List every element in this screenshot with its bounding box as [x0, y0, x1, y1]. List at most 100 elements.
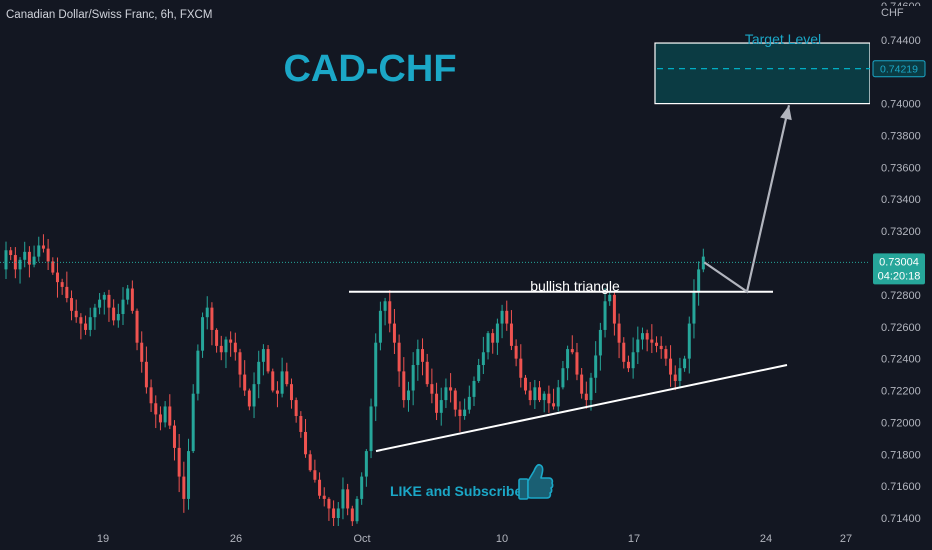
candle[interactable]	[444, 378, 448, 409]
candle[interactable]	[247, 388, 251, 411]
candle[interactable]	[509, 310, 513, 351]
candle[interactable]	[243, 360, 247, 396]
candle[interactable]	[650, 324, 654, 354]
candle[interactable]	[32, 245, 36, 268]
candle[interactable]	[669, 345, 673, 387]
candle[interactable]	[210, 302, 214, 346]
candle[interactable]	[233, 332, 237, 361]
candle[interactable]	[697, 261, 701, 306]
candle[interactable]	[580, 368, 584, 399]
candle[interactable]	[378, 301, 382, 351]
candle[interactable]	[640, 327, 644, 350]
candle[interactable]	[140, 331, 144, 373]
candle[interactable]	[84, 315, 88, 335]
candle[interactable]	[112, 299, 116, 326]
candle[interactable]	[88, 307, 92, 337]
candle[interactable]	[449, 373, 453, 403]
candle[interactable]	[421, 338, 425, 376]
candle[interactable]	[673, 365, 677, 391]
candle[interactable]	[392, 308, 396, 355]
candle[interactable]	[463, 398, 467, 420]
projection-arrow[interactable]	[703, 104, 791, 294]
candle[interactable]	[458, 401, 462, 432]
price-axis[interactable]: CHF 0.74600 0.744000.742000.740000.73800…	[870, 0, 932, 550]
candle[interactable]	[289, 378, 293, 409]
candle[interactable]	[589, 372, 593, 411]
candle[interactable]	[364, 449, 368, 487]
candle[interactable]	[397, 334, 401, 387]
candle[interactable]	[664, 345, 668, 366]
candle[interactable]	[261, 344, 265, 376]
candle[interactable]	[523, 374, 527, 395]
candle[interactable]	[154, 395, 158, 429]
candle[interactable]	[9, 246, 13, 261]
candle[interactable]	[547, 385, 551, 413]
candle[interactable]	[467, 385, 471, 414]
candle[interactable]	[121, 287, 125, 325]
candle[interactable]	[598, 322, 602, 371]
candle[interactable]	[177, 433, 181, 493]
candle[interactable]	[655, 336, 659, 353]
candle[interactable]	[135, 308, 139, 351]
candle[interactable]	[636, 326, 640, 365]
candle[interactable]	[486, 331, 490, 360]
candle[interactable]	[205, 296, 209, 330]
candle[interactable]	[612, 291, 616, 336]
support-trendline[interactable]	[375, 364, 788, 453]
candle[interactable]	[294, 397, 298, 423]
candle[interactable]	[130, 280, 134, 314]
candle[interactable]	[65, 271, 69, 303]
candle[interactable]	[566, 345, 570, 381]
candle[interactable]	[229, 331, 233, 357]
candle[interactable]	[318, 472, 322, 499]
candle[interactable]	[27, 246, 31, 278]
candle[interactable]	[346, 483, 350, 516]
candle[interactable]	[215, 328, 219, 353]
candle[interactable]	[182, 461, 186, 513]
candle[interactable]	[533, 379, 537, 409]
candle[interactable]	[41, 234, 45, 253]
candle[interactable]	[402, 357, 406, 408]
candle[interactable]	[570, 335, 574, 355]
candle[interactable]	[196, 344, 200, 401]
candle[interactable]	[645, 329, 649, 352]
candle[interactable]	[472, 376, 476, 407]
candle[interactable]	[23, 241, 27, 268]
candle[interactable]	[322, 487, 326, 507]
candle[interactable]	[304, 419, 308, 458]
symbol-title[interactable]: Canadian Dollar/Swiss Franc, 6h, FXCM	[6, 9, 212, 21]
candle[interactable]	[187, 438, 191, 510]
candle[interactable]	[505, 300, 509, 331]
candle[interactable]	[542, 391, 546, 413]
candle[interactable]	[435, 382, 439, 421]
candle[interactable]	[683, 355, 687, 372]
candle[interactable]	[608, 292, 612, 306]
candle[interactable]	[266, 345, 270, 374]
candle[interactable]	[79, 313, 83, 340]
candle[interactable]	[201, 312, 205, 358]
candle[interactable]	[425, 353, 429, 387]
candle[interactable]	[453, 388, 457, 417]
candle[interactable]	[383, 297, 387, 326]
candle[interactable]	[388, 290, 392, 333]
candle[interactable]	[98, 293, 102, 315]
candle[interactable]	[430, 368, 434, 404]
candle[interactable]	[116, 303, 120, 328]
candle[interactable]	[561, 361, 565, 390]
candle[interactable]	[528, 381, 532, 406]
candle[interactable]	[552, 388, 556, 410]
candle[interactable]	[172, 420, 176, 461]
candle[interactable]	[107, 289, 111, 322]
candle[interactable]	[70, 290, 74, 321]
candle[interactable]	[332, 500, 336, 531]
candle[interactable]	[491, 328, 495, 354]
candle[interactable]	[299, 411, 303, 438]
candle[interactable]	[144, 346, 148, 394]
candle[interactable]	[355, 496, 359, 524]
candle[interactable]	[692, 279, 696, 339]
candle[interactable]	[514, 339, 518, 367]
candle[interactable]	[416, 339, 420, 381]
candle[interactable]	[102, 292, 106, 315]
candle[interactable]	[327, 497, 331, 521]
candle[interactable]	[687, 316, 691, 374]
